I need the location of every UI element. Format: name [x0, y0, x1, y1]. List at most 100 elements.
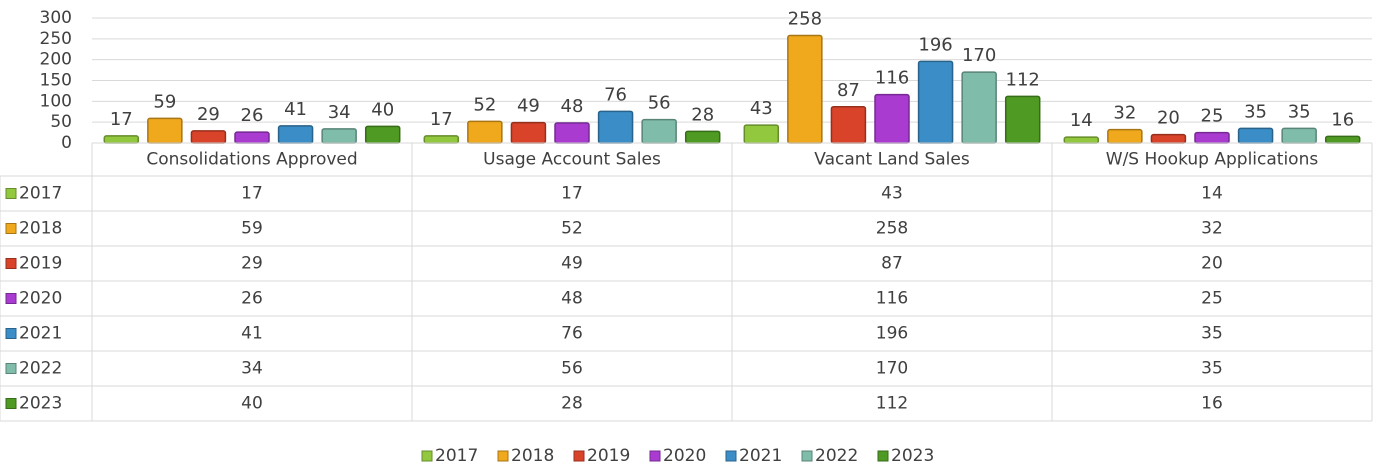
data-label: 196	[918, 34, 952, 55]
bar	[321, 128, 357, 144]
row-label: 2017	[19, 184, 62, 204]
bar	[147, 117, 183, 144]
bar	[597, 110, 634, 144]
table-value: 16	[1201, 394, 1223, 414]
row-label: 2018	[19, 219, 62, 239]
table-value: 20	[1201, 254, 1223, 274]
data-label: 56	[648, 93, 671, 114]
data-label: 48	[561, 96, 584, 117]
legend-key	[421, 450, 433, 462]
legend-key	[5, 398, 17, 409]
bar	[1237, 127, 1274, 144]
table-value: 28	[561, 394, 583, 414]
legend-key	[801, 450, 813, 462]
data-label: 41	[284, 99, 307, 120]
legend-key	[725, 450, 737, 462]
bar	[874, 93, 910, 144]
y-tick-label: 100	[40, 91, 72, 111]
bar	[787, 34, 823, 144]
bar	[961, 71, 997, 144]
data-label: 59	[153, 91, 176, 112]
table-value: 59	[241, 219, 263, 239]
bar	[684, 130, 721, 144]
bar	[917, 60, 954, 144]
bar	[277, 125, 314, 144]
data-label: 34	[328, 102, 351, 123]
bar	[641, 118, 677, 144]
table-value: 17	[561, 184, 583, 204]
legend-key	[5, 363, 17, 374]
data-label: 32	[1113, 103, 1136, 124]
bar	[1150, 133, 1187, 144]
category-label: Vacant Land Sales	[814, 150, 970, 170]
bar	[234, 131, 270, 144]
data-label: 17	[430, 109, 453, 130]
legend-key	[5, 258, 17, 269]
table-value: 112	[876, 394, 908, 414]
row-label: 2023	[19, 394, 62, 414]
data-label: 35	[1244, 101, 1267, 122]
table-value: 25	[1201, 289, 1223, 309]
data-label: 17	[110, 109, 133, 130]
legend-label: 2020	[663, 446, 706, 466]
table-value: 34	[241, 359, 263, 379]
bar	[510, 121, 547, 144]
data-label: 52	[473, 94, 496, 115]
table-value: 56	[561, 359, 583, 379]
table-value: 26	[241, 289, 263, 309]
legend-key	[5, 188, 17, 199]
data-label: 49	[517, 96, 540, 117]
table-value: 32	[1201, 219, 1223, 239]
bar	[423, 135, 460, 144]
bar	[1324, 135, 1361, 144]
table-value: 76	[561, 324, 583, 344]
row-label: 2021	[19, 324, 62, 344]
table-value: 41	[241, 324, 263, 344]
legend-key	[5, 223, 17, 234]
row-label: 2019	[19, 254, 62, 274]
bar	[190, 130, 227, 144]
data-label: 40	[371, 99, 394, 120]
table-value: 29	[241, 254, 263, 274]
row-label: 2020	[19, 289, 62, 309]
table-value: 258	[876, 219, 908, 239]
legend-key	[877, 450, 889, 462]
data-label: 112	[1006, 69, 1040, 90]
legend-key	[497, 450, 509, 462]
category-label: Usage Account Sales	[483, 150, 661, 170]
data-label: 26	[241, 105, 264, 126]
table-value: 196	[876, 324, 908, 344]
legend-key	[649, 450, 661, 462]
legend-key	[573, 450, 585, 462]
table-value: 116	[876, 289, 908, 309]
table-value: 52	[561, 219, 583, 239]
bar	[1194, 131, 1230, 144]
row-label: 2022	[19, 359, 62, 379]
bar	[103, 135, 140, 144]
legend-label: 2017	[435, 446, 478, 466]
bar	[743, 124, 780, 144]
category-label: W/S Hookup Applications	[1106, 150, 1319, 170]
legend-label: 2021	[739, 446, 782, 466]
table-value: 49	[561, 254, 583, 274]
legend-label: 2023	[891, 446, 934, 466]
y-tick-label: 200	[40, 50, 72, 70]
legend-key	[5, 293, 17, 304]
data-label: 16	[1331, 109, 1354, 130]
bar	[467, 120, 503, 144]
bar	[1063, 136, 1100, 144]
bar	[1004, 95, 1041, 144]
y-tick-label: 50	[50, 112, 72, 132]
table-value: 35	[1201, 324, 1223, 344]
table-value: 87	[881, 254, 903, 274]
legend-label: 2022	[815, 446, 858, 466]
table-value: 43	[881, 184, 903, 204]
data-label: 29	[197, 104, 220, 125]
data-label: 76	[604, 84, 627, 105]
data-label: 87	[837, 80, 860, 101]
data-label: 28	[691, 104, 714, 125]
bar	[554, 122, 590, 144]
bar	[364, 125, 401, 144]
data-label: 35	[1288, 101, 1311, 122]
y-tick-label: 250	[40, 29, 72, 49]
